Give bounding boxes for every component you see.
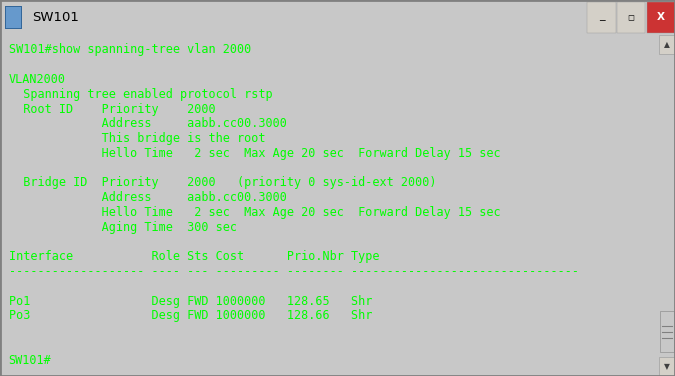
Text: SW101#show spanning-tree vlan 2000: SW101#show spanning-tree vlan 2000 xyxy=(9,44,251,56)
Text: Root ID    Priority    2000: Root ID Priority 2000 xyxy=(9,103,215,115)
Text: Address     aabb.cc00.3000: Address aabb.cc00.3000 xyxy=(9,191,286,204)
Text: ▼: ▼ xyxy=(664,362,670,371)
Text: SW101: SW101 xyxy=(32,11,79,24)
Text: Interface           Role Sts Cost      Prio.Nbr Type: Interface Role Sts Cost Prio.Nbr Type xyxy=(9,250,379,263)
Bar xyxy=(617,2,645,33)
Text: Spanning tree enabled protocol rstp: Spanning tree enabled protocol rstp xyxy=(9,88,272,101)
Bar xyxy=(587,2,616,33)
Text: Po3                 Desg FWD 1000000   128.66   Shr: Po3 Desg FWD 1000000 128.66 Shr xyxy=(9,309,372,323)
Text: ------------------- ---- --- --------- -------- --------------------------------: ------------------- ---- --- --------- -… xyxy=(9,265,578,278)
Text: ◻: ◻ xyxy=(628,13,634,22)
Bar xyxy=(647,2,675,33)
Bar xyxy=(5,6,22,29)
Text: Hello Time   2 sec  Max Age 20 sec  Forward Delay 15 sec: Hello Time 2 sec Max Age 20 sec Forward … xyxy=(9,206,500,219)
Text: VLAN2000: VLAN2000 xyxy=(9,73,65,86)
Text: Bridge ID  Priority    2000   (priority 0 sys-id-ext 2000): Bridge ID Priority 2000 (priority 0 sys-… xyxy=(9,176,436,190)
Text: Address     aabb.cc00.3000: Address aabb.cc00.3000 xyxy=(9,117,286,130)
Bar xyxy=(659,311,674,352)
Bar xyxy=(659,357,675,376)
Text: This bridge is the root: This bridge is the root xyxy=(9,132,265,145)
Text: Hello Time   2 sec  Max Age 20 sec  Forward Delay 15 sec: Hello Time 2 sec Max Age 20 sec Forward … xyxy=(9,147,500,160)
Text: _: _ xyxy=(599,11,604,21)
Text: Aging Time  300 sec: Aging Time 300 sec xyxy=(9,221,236,234)
Text: ▲: ▲ xyxy=(664,40,670,49)
Bar xyxy=(659,35,675,54)
Text: X: X xyxy=(657,12,665,23)
Text: SW101#: SW101# xyxy=(9,354,51,367)
Bar xyxy=(7,8,22,28)
Text: Po1                 Desg FWD 1000000   128.65   Shr: Po1 Desg FWD 1000000 128.65 Shr xyxy=(9,295,372,308)
